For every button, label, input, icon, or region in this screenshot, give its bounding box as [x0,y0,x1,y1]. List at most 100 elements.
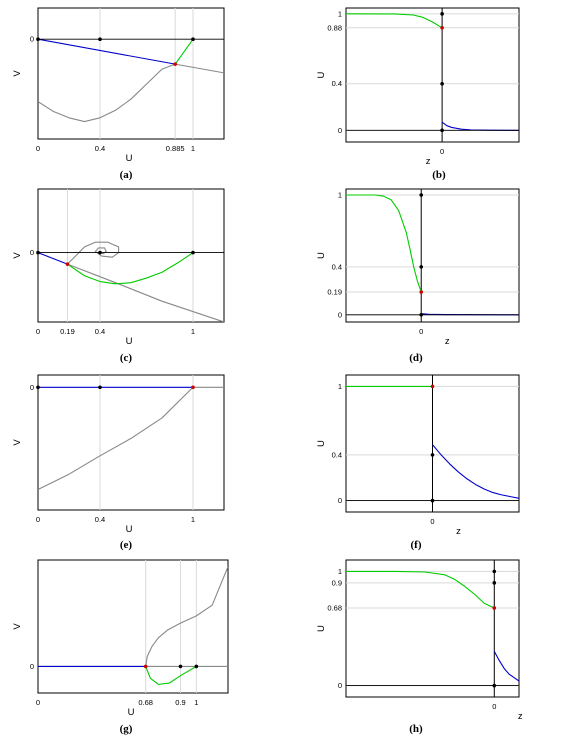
y-tick-label: 0.4 [332,450,342,459]
y-axis-label: U [316,71,327,78]
series-line [346,194,422,293]
series-line [67,263,224,322]
equilibrium-marker [191,37,195,41]
x-tick-label: 0.68 [138,698,153,707]
series-line [346,13,443,29]
y-tick-label: 0.4 [332,79,342,88]
series-line [432,444,519,499]
panel-caption: (h) [409,723,423,735]
y-axis-label: U [316,252,327,259]
equilibrium-marker [440,81,444,86]
y-tick-label: 0 [30,248,34,257]
series-line [38,386,194,491]
x-axis-label: z [426,156,431,167]
x-axis-label: z [456,526,461,537]
y-tick-label: 0.9 [332,578,342,587]
x-tick-label: 0.4 [95,515,105,524]
series-line [346,570,495,609]
panel-e: 0 0.4 1 0 U V (e) [12,374,225,551]
y-tick-label: 0.19 [327,288,342,297]
series-line [38,38,176,65]
y-axis-label: U [316,625,327,632]
red-marker [65,262,70,266]
equilibrium-marker [178,664,183,669]
x-tick-label: 0.19 [60,327,75,336]
panel-a: 0 0.4 0.885 1 0 U V (a) [12,7,225,181]
equilibrium-marker [36,37,40,41]
x-tick-label: 0 [440,147,444,156]
panel-caption: (c) [120,352,133,364]
x-tick-label: 1 [191,515,195,524]
x-tick-label: 0.885 [166,144,185,153]
x-axis-label: z [518,711,523,722]
y-tick-label: 0.4 [332,262,342,271]
x-tick-label: 0 [492,702,496,711]
equilibrium-marker [98,250,102,255]
x-axis-label: z [445,336,450,347]
panel-g: 0 0.68 0.9 1 0 U V (g) [12,559,229,735]
y-axis-label: V [12,70,23,77]
red-marker [430,384,435,389]
y-axis-label: U [316,440,327,447]
x-tick-label: 0 [36,515,40,524]
y-tick-label: 0 [338,310,342,319]
y-tick-label: 0 [338,126,342,135]
y-tick-label: 1 [338,382,342,391]
x-axis-label: U [128,707,135,718]
plot-frame [37,374,225,511]
plot-frame [345,7,520,143]
y-tick-label: 1 [338,190,342,199]
series-line [38,63,176,123]
panel-caption: (d) [409,352,423,364]
y-tick-label: 0 [338,496,342,505]
equilibrium-marker [419,313,424,317]
red-marker [492,606,497,610]
series-line [38,252,68,265]
y-tick-label: 0 [30,35,34,44]
series-line [145,665,197,685]
equilibrium-marker [36,250,40,255]
panel-f: 0 0 0.4 1 z U (f) [316,374,520,551]
red-marker [191,385,195,390]
panel-caption: (b) [432,169,446,181]
equilibrium-marker [430,453,435,457]
x-tick-label: 1 [194,698,198,707]
equilibrium-marker [492,569,497,574]
equilibrium-marker [492,683,497,688]
plot-frame [37,559,229,694]
x-tick-label: 0 [430,517,434,526]
x-axis-label: U [126,153,133,164]
panel-b: 0 0 0.4 0.88 1 z U (b) [316,7,520,181]
panel-c: 0 0.19 0.4 1 0 U V (c) [12,188,225,364]
x-tick-label: 0.9 [175,698,185,707]
equilibrium-marker [98,37,102,41]
equilibrium-marker [440,12,444,16]
plot-frame [37,7,225,140]
y-tick-label: 0 [30,662,34,671]
x-axis-label: U [126,524,133,535]
equilibrium-marker [98,385,102,390]
panel-caption: (a) [120,169,133,181]
equilibrium-marker [419,265,424,269]
x-tick-label: 0 [36,327,40,336]
equilibrium-marker [194,664,199,669]
series-line [67,241,120,265]
y-axis-label: V [12,623,23,630]
series-line [145,566,228,667]
x-tick-label: 1 [191,327,195,336]
y-tick-label: 0 [338,681,342,690]
plot-frame [37,188,225,323]
y-axis-label: V [12,439,23,446]
x-axis-label: U [126,336,133,347]
y-tick-label: 0.68 [327,603,342,612]
series-line [174,38,194,65]
panel-d: 0 0 0.19 0.4 1 z U (d) [316,188,520,364]
red-marker [419,290,424,294]
equilibrium-marker [430,498,435,503]
equilibrium-marker [419,193,424,197]
series-line [175,63,224,74]
red-marker [440,26,444,30]
equilibrium-marker [36,385,40,390]
red-marker [143,664,148,669]
